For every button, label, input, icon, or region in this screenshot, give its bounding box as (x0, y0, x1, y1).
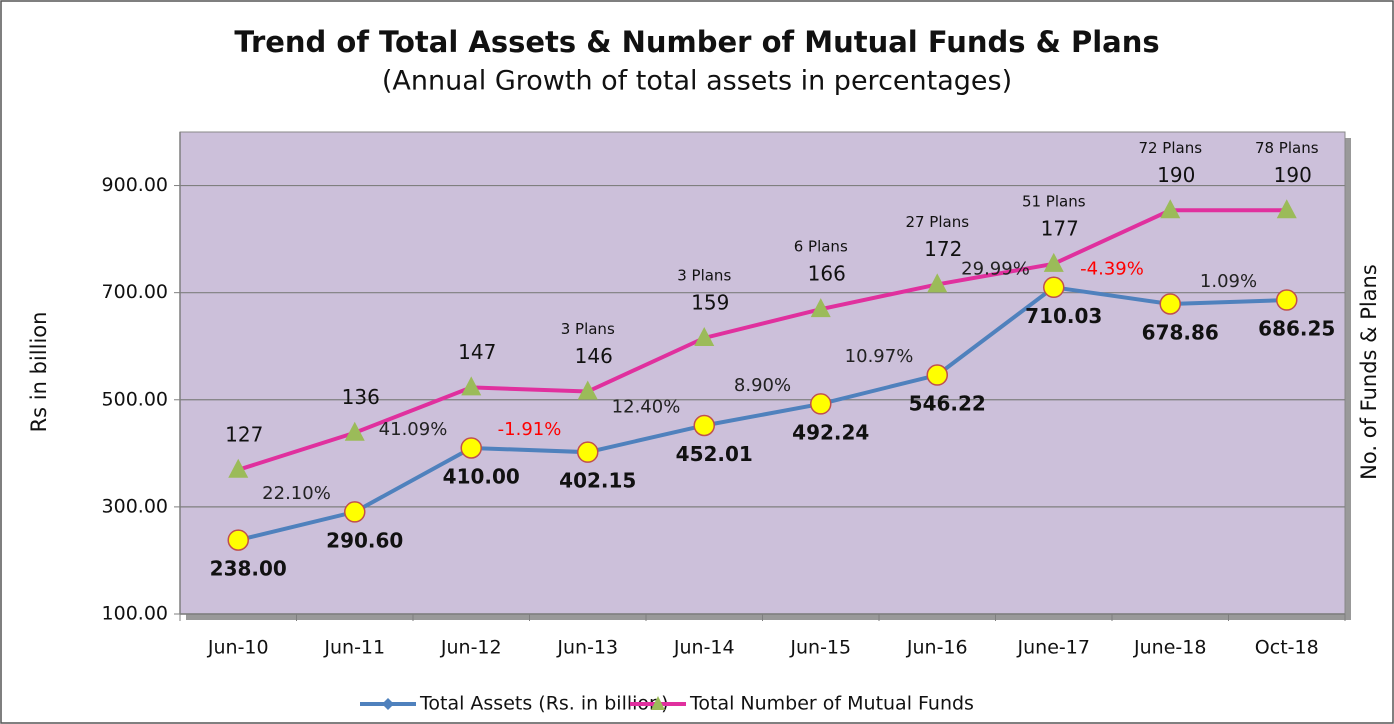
growth-label: 22.10% (262, 483, 331, 504)
chart-title: Trend of Total Assets & Number of Mutual… (234, 25, 1159, 59)
growth-label: 10.97% (845, 346, 914, 367)
growth-label: 1.09% (1200, 271, 1257, 292)
series-line (237, 208, 1287, 472)
x-tick-label: Jun-13 (556, 637, 618, 659)
data-point (926, 364, 948, 386)
series-line (237, 285, 1287, 543)
data-label: 146 (575, 344, 613, 368)
data-label: 127 (225, 422, 263, 446)
x-tick-label: June-18 (1133, 637, 1206, 659)
data-label: 410.00 (443, 464, 520, 488)
x-tick-label: June-17 (1017, 637, 1090, 659)
data-point (228, 458, 249, 478)
data-label: 190 (1274, 163, 1312, 187)
plans-label: 6 Plans (794, 238, 848, 256)
data-point (344, 501, 366, 523)
data-label: 686.25 (1258, 317, 1335, 341)
data-point (461, 376, 482, 396)
data-label: 290.60 (326, 528, 403, 552)
x-tick-label: Jun-15 (789, 637, 851, 659)
y-tick-label: 500.00 (102, 388, 168, 410)
x-tick-label: Jun-12 (440, 637, 502, 659)
data-label: 678.86 (1142, 320, 1219, 344)
x-tick-label: Jun-11 (323, 637, 385, 659)
growth-label: 8.90% (734, 375, 791, 396)
data-point (1043, 276, 1065, 299)
data-point (577, 380, 598, 400)
plot-area (179, 131, 1346, 615)
plans-label: 3 Plans (561, 320, 615, 338)
data-point (1276, 199, 1297, 219)
legend-marker (651, 696, 665, 710)
data-label: 452.01 (676, 442, 753, 466)
y-axis-label: Rs in billion (27, 312, 51, 433)
y-tick-label: 900.00 (102, 174, 168, 196)
growth-label: -1.91% (498, 419, 562, 440)
y-tick-label: 100.00 (102, 603, 168, 625)
growth-label: 12.40% (612, 396, 681, 417)
growth-label: 29.99% (961, 258, 1030, 279)
data-point (1276, 289, 1298, 311)
y2-axis-label: No. of Funds & Plans (1357, 264, 1381, 480)
plans-label: 78 Plans (1255, 139, 1319, 157)
data-point (227, 529, 249, 551)
plans-label: 72 Plans (1138, 139, 1202, 157)
chart-subtitle: (Annual Growth of total assets in percen… (382, 66, 1012, 97)
data-point (1160, 199, 1181, 219)
data-point (1043, 252, 1064, 272)
data-label: 238.00 (210, 557, 287, 581)
data-point (927, 273, 948, 293)
data-label: 710.03 (1025, 304, 1102, 328)
data-label: 159 (691, 290, 729, 314)
data-label: 147 (458, 340, 496, 364)
data-point (693, 414, 715, 437)
plans-label: 3 Plans (677, 266, 731, 284)
data-point (810, 298, 831, 318)
y-tick-label: 700.00 (102, 281, 168, 303)
data-point (344, 421, 365, 441)
legend-label: Total Number of Mutual Funds (689, 693, 974, 715)
plans-label: 27 Plans (905, 213, 969, 231)
data-label: 177 (1041, 216, 1079, 240)
x-tick-label: Jun-10 (207, 637, 269, 659)
x-tick-label: Oct-18 (1255, 637, 1319, 659)
data-label: 172 (924, 237, 962, 261)
growth-label: -4.39% (1080, 258, 1144, 279)
x-tick-label: Jun-16 (906, 637, 968, 659)
data-label: 546.22 (909, 392, 986, 416)
data-point (577, 441, 599, 463)
data-label: 166 (808, 262, 846, 286)
x-tick-label: Jun-14 (673, 637, 735, 659)
growth-label: 41.09% (379, 419, 448, 440)
plans-label: 51 Plans (1022, 192, 1086, 210)
data-point (810, 393, 832, 415)
data-label: 136 (342, 385, 380, 409)
data-point (694, 326, 715, 346)
data-label: 492.24 (792, 420, 869, 444)
data-label: 190 (1157, 163, 1195, 187)
data-label: 402.15 (559, 469, 636, 493)
data-point (460, 437, 482, 459)
y-tick-label: 300.00 (102, 495, 168, 517)
data-point (1159, 293, 1181, 315)
legend-label: Total Assets (Rs. in billion) (419, 693, 669, 715)
legend-marker (382, 698, 394, 710)
